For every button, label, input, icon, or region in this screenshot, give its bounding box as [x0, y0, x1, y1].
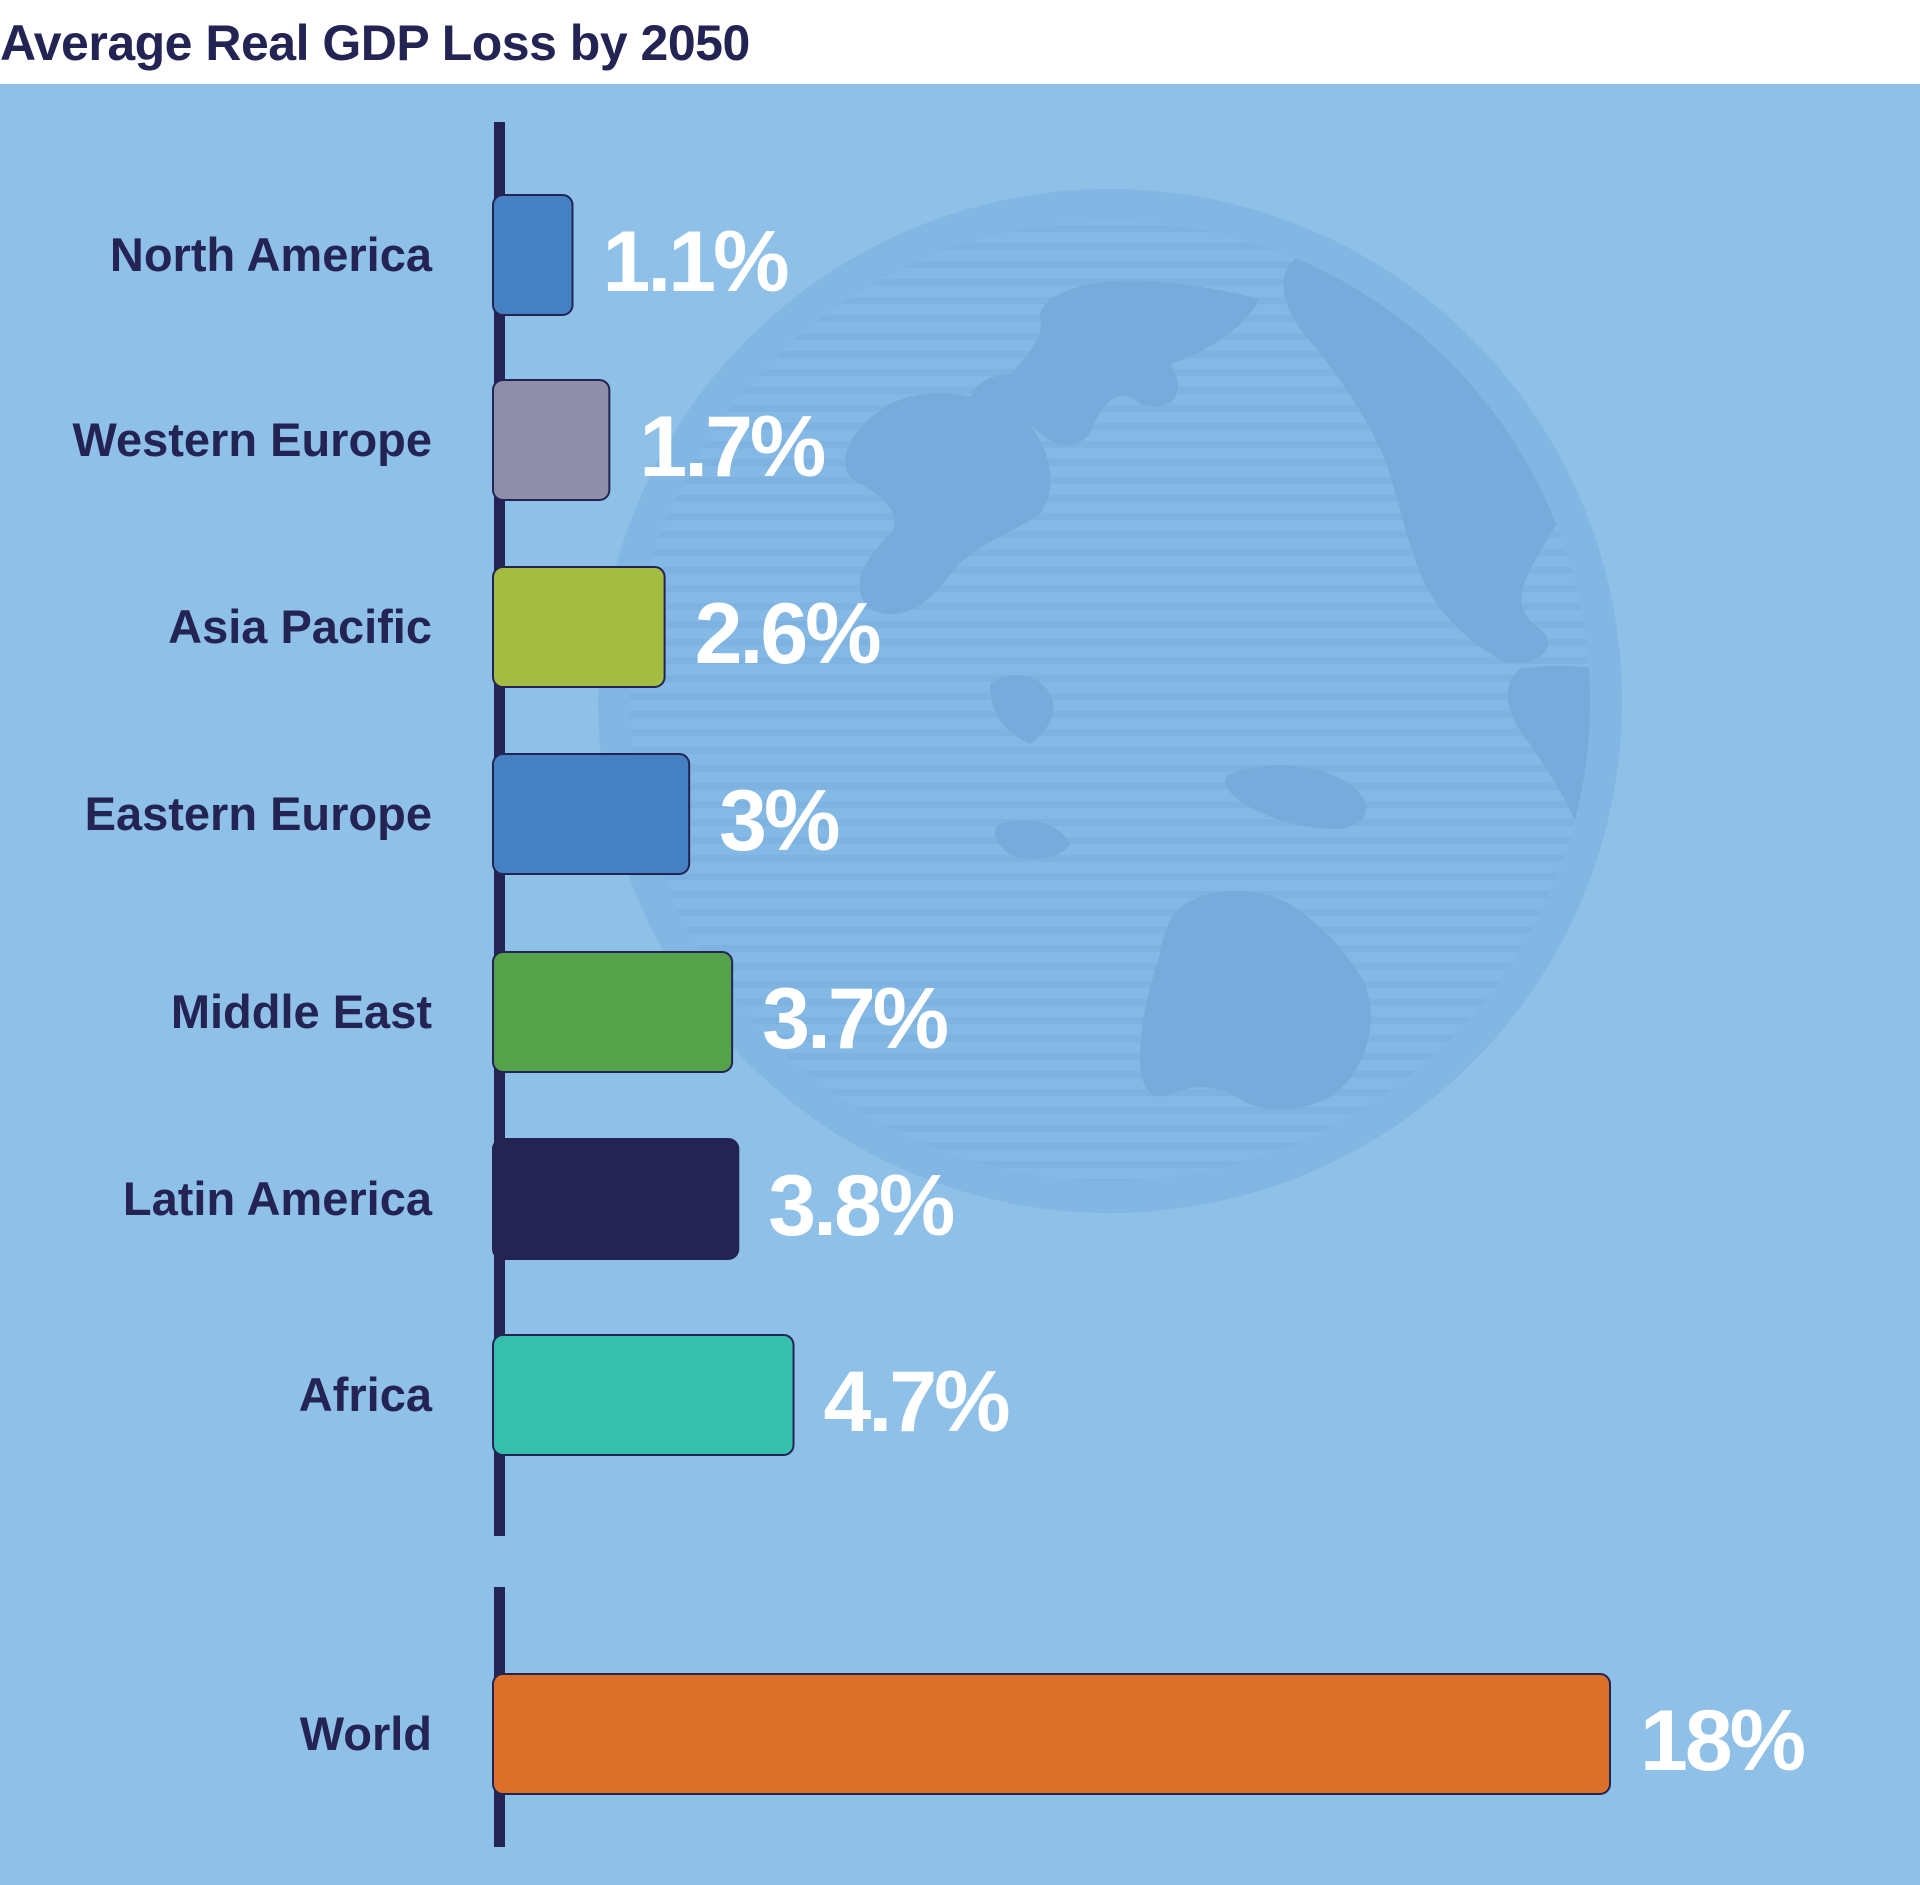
chart-panel: North America 1.1% Western Europe 1.7% Asia … [0, 84, 1920, 1885]
globe-continents [845, 246, 1590, 1153]
bar-eastern-europe [492, 753, 691, 875]
category-label: Latin America [123, 1172, 433, 1225]
value-label: 2.6% [695, 586, 881, 682]
category-label: Eastern Europe [85, 787, 432, 840]
bar-middle-east [492, 951, 734, 1073]
bar-asia-pacific [492, 566, 666, 688]
chart-title: Average Real GDP Loss by 2050 [0, 15, 750, 71]
header: Average Real GDP Loss by 2050 [0, 0, 1920, 84]
value-label: 1.7% [639, 399, 825, 495]
value-label: 3% [719, 773, 839, 869]
category-label: Middle East [171, 985, 433, 1038]
bar-africa [492, 1334, 795, 1456]
bar-chart: North America 1.1% Western Europe 1.7% Asia … [72, 122, 1808, 1847]
category-label: Western Europe [72, 413, 432, 466]
value-label: 4.7% [824, 1354, 1010, 1450]
category-label: North America [110, 228, 433, 281]
value-label: 3.8% [768, 1158, 954, 1254]
bar-latin-america [492, 1138, 740, 1260]
bar-western-europe [492, 379, 611, 501]
bar-north-america [492, 194, 574, 316]
value-label: 3.7% [762, 971, 948, 1067]
category-label: Asia Pacific [168, 600, 432, 653]
category-label: Africa [299, 1368, 433, 1421]
bar-world [492, 1673, 1611, 1795]
globe-icon [598, 189, 1622, 1213]
value-label: 18% [1640, 1693, 1805, 1789]
category-label: World [300, 1707, 432, 1760]
value-label: 1.1% [603, 214, 789, 310]
